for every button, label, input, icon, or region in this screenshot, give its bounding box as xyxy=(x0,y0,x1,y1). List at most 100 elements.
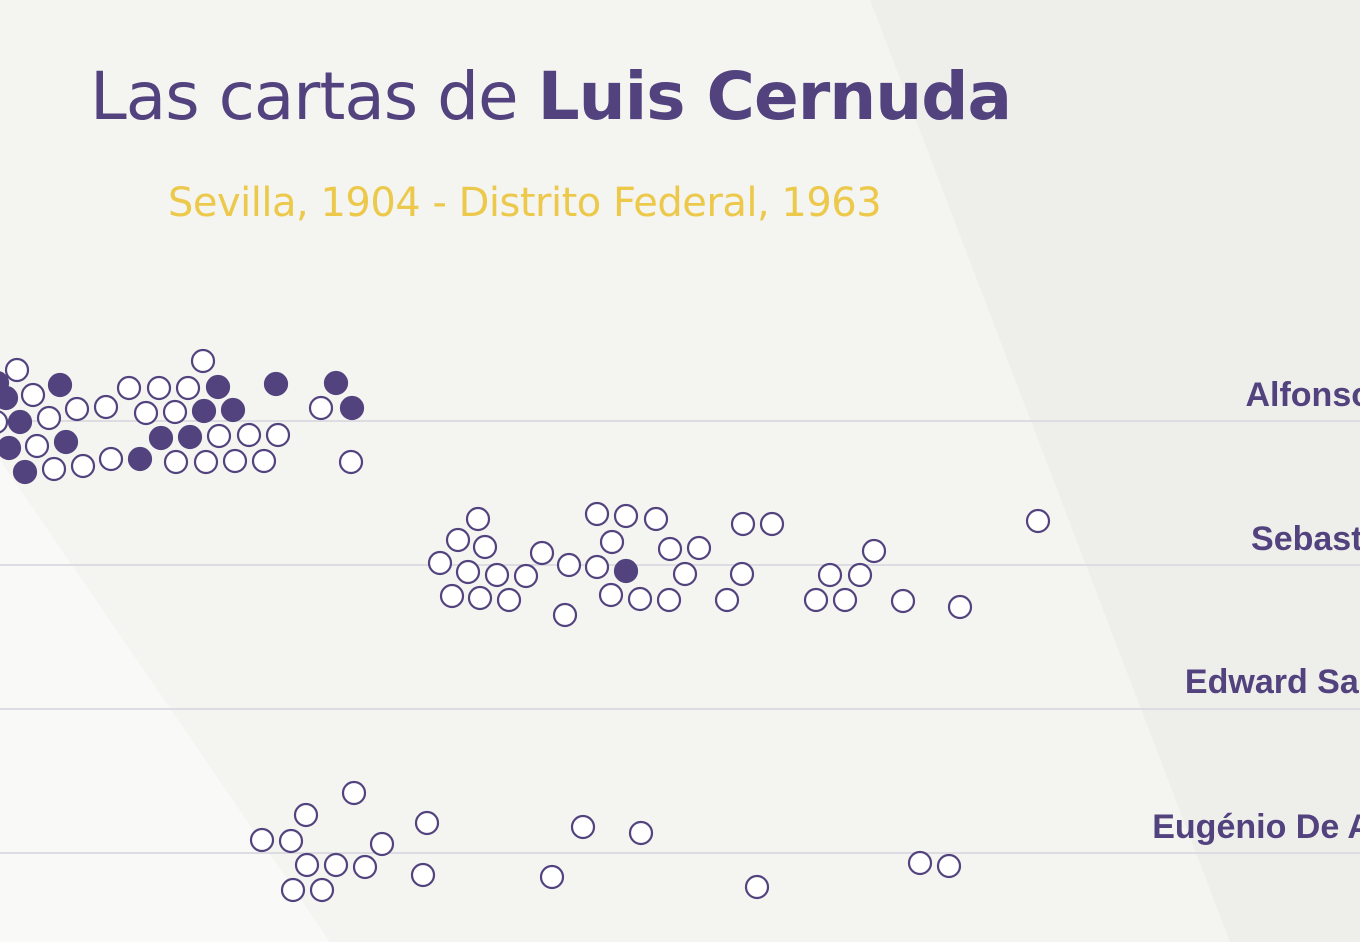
letter-dot[interactable] xyxy=(465,506,491,532)
letter-dot[interactable] xyxy=(280,877,306,903)
letter-dot[interactable] xyxy=(338,449,364,475)
row-label: Edward Sar xyxy=(1185,663,1360,701)
letter-dot[interactable] xyxy=(339,395,365,421)
letter-dot[interactable] xyxy=(817,562,843,588)
letter-dot[interactable] xyxy=(293,802,319,828)
letter-dot[interactable] xyxy=(220,397,246,423)
letter-dot[interactable] xyxy=(98,446,124,472)
letter-dot[interactable] xyxy=(222,448,248,474)
letter-dot[interactable] xyxy=(657,536,683,562)
letter-dot[interactable] xyxy=(4,357,30,383)
letter-dot[interactable] xyxy=(467,585,493,611)
letter-dot[interactable] xyxy=(309,877,335,903)
letter-dot[interactable] xyxy=(627,586,653,612)
letter-dot[interactable] xyxy=(686,535,712,561)
letter-dot[interactable] xyxy=(236,422,262,448)
letter-dot[interactable] xyxy=(323,852,349,878)
letter-dot[interactable] xyxy=(556,552,582,578)
letter-dot[interactable] xyxy=(323,370,349,396)
letter-dot[interactable] xyxy=(513,563,539,589)
letter-dot[interactable] xyxy=(936,853,962,879)
letter-dot[interactable] xyxy=(643,506,669,532)
letter-dot[interactable] xyxy=(832,587,858,613)
letter-dot[interactable] xyxy=(263,371,289,397)
letter-dot[interactable] xyxy=(439,583,465,609)
letter-dot[interactable] xyxy=(890,588,916,614)
letter-dot[interactable] xyxy=(193,449,219,475)
letter-dot[interactable] xyxy=(265,422,291,448)
letter-dot[interactable] xyxy=(1025,508,1051,534)
letter-dot[interactable] xyxy=(175,375,201,401)
letter-dot[interactable] xyxy=(529,540,555,566)
letter-dot[interactable] xyxy=(613,503,639,529)
letter-dot[interactable] xyxy=(352,854,378,880)
letter-dot[interactable] xyxy=(20,382,46,408)
letter-dot[interactable] xyxy=(730,511,756,537)
letter-dot[interactable] xyxy=(294,852,320,878)
letter-dot[interactable] xyxy=(148,425,174,451)
letter-dot[interactable] xyxy=(93,394,119,420)
letter-dot[interactable] xyxy=(496,587,522,613)
letter-dot[interactable] xyxy=(427,550,453,576)
letter-dot[interactable] xyxy=(714,587,740,613)
letter-dot[interactable] xyxy=(539,864,565,890)
letter-dot[interactable] xyxy=(584,501,610,527)
letter-dot[interactable] xyxy=(414,810,440,836)
letter-dot[interactable] xyxy=(162,399,188,425)
letter-dot[interactable] xyxy=(369,831,395,857)
letter-dot[interactable] xyxy=(656,587,682,613)
letter-dot[interactable] xyxy=(41,456,67,482)
letter-dot[interactable] xyxy=(445,527,471,553)
letter-dot[interactable] xyxy=(47,372,73,398)
letter-dot[interactable] xyxy=(278,828,304,854)
letter-dot[interactable] xyxy=(598,582,624,608)
letter-dot[interactable] xyxy=(613,558,639,584)
letter-dot[interactable] xyxy=(759,511,785,537)
letter-dot[interactable] xyxy=(133,400,159,426)
letter-dot[interactable] xyxy=(36,405,62,431)
letter-dot[interactable] xyxy=(744,874,770,900)
letter-dot[interactable] xyxy=(672,561,698,587)
letter-dot[interactable] xyxy=(552,602,578,628)
letter-dot[interactable] xyxy=(249,827,275,853)
letter-dot[interactable] xyxy=(12,459,38,485)
letter-dot[interactable] xyxy=(861,538,887,564)
title-name: Luis Cernuda xyxy=(537,58,1012,135)
letter-dot[interactable] xyxy=(584,554,610,580)
letter-dot[interactable] xyxy=(251,448,277,474)
letter-dot[interactable] xyxy=(907,850,933,876)
letter-dot[interactable] xyxy=(803,587,829,613)
letter-dot[interactable] xyxy=(116,375,142,401)
letter-dot[interactable] xyxy=(599,529,625,555)
letter-dot[interactable] xyxy=(177,424,203,450)
letter-dot[interactable] xyxy=(24,433,50,459)
letter-dot[interactable] xyxy=(847,562,873,588)
letter-dot[interactable] xyxy=(0,435,22,461)
letter-dot[interactable] xyxy=(628,820,654,846)
letter-dot[interactable] xyxy=(64,396,90,422)
letter-dot[interactable] xyxy=(146,375,172,401)
title-prefix: Las cartas de xyxy=(90,58,538,135)
letter-dot[interactable] xyxy=(308,395,334,421)
letter-dot[interactable] xyxy=(0,385,19,411)
letter-dot[interactable] xyxy=(947,594,973,620)
letter-dot[interactable] xyxy=(7,409,33,435)
letter-dot[interactable] xyxy=(191,398,217,424)
letter-dot[interactable] xyxy=(53,429,79,455)
letter-dot[interactable] xyxy=(205,374,231,400)
letter-dot[interactable] xyxy=(455,559,481,585)
letter-dot[interactable] xyxy=(484,562,510,588)
letter-dot[interactable] xyxy=(729,561,755,587)
letter-dot[interactable] xyxy=(341,780,367,806)
letter-dot[interactable] xyxy=(570,814,596,840)
letter-dot[interactable] xyxy=(472,534,498,560)
row-0: Alfonso xyxy=(0,348,1360,485)
letter-dot[interactable] xyxy=(410,862,436,888)
letter-dot[interactable] xyxy=(70,453,96,479)
letter-dot[interactable] xyxy=(0,410,9,434)
letter-dot[interactable] xyxy=(206,423,232,449)
letter-dot[interactable] xyxy=(127,446,153,472)
letter-dot[interactable] xyxy=(163,449,189,475)
letter-dot[interactable] xyxy=(190,348,216,374)
